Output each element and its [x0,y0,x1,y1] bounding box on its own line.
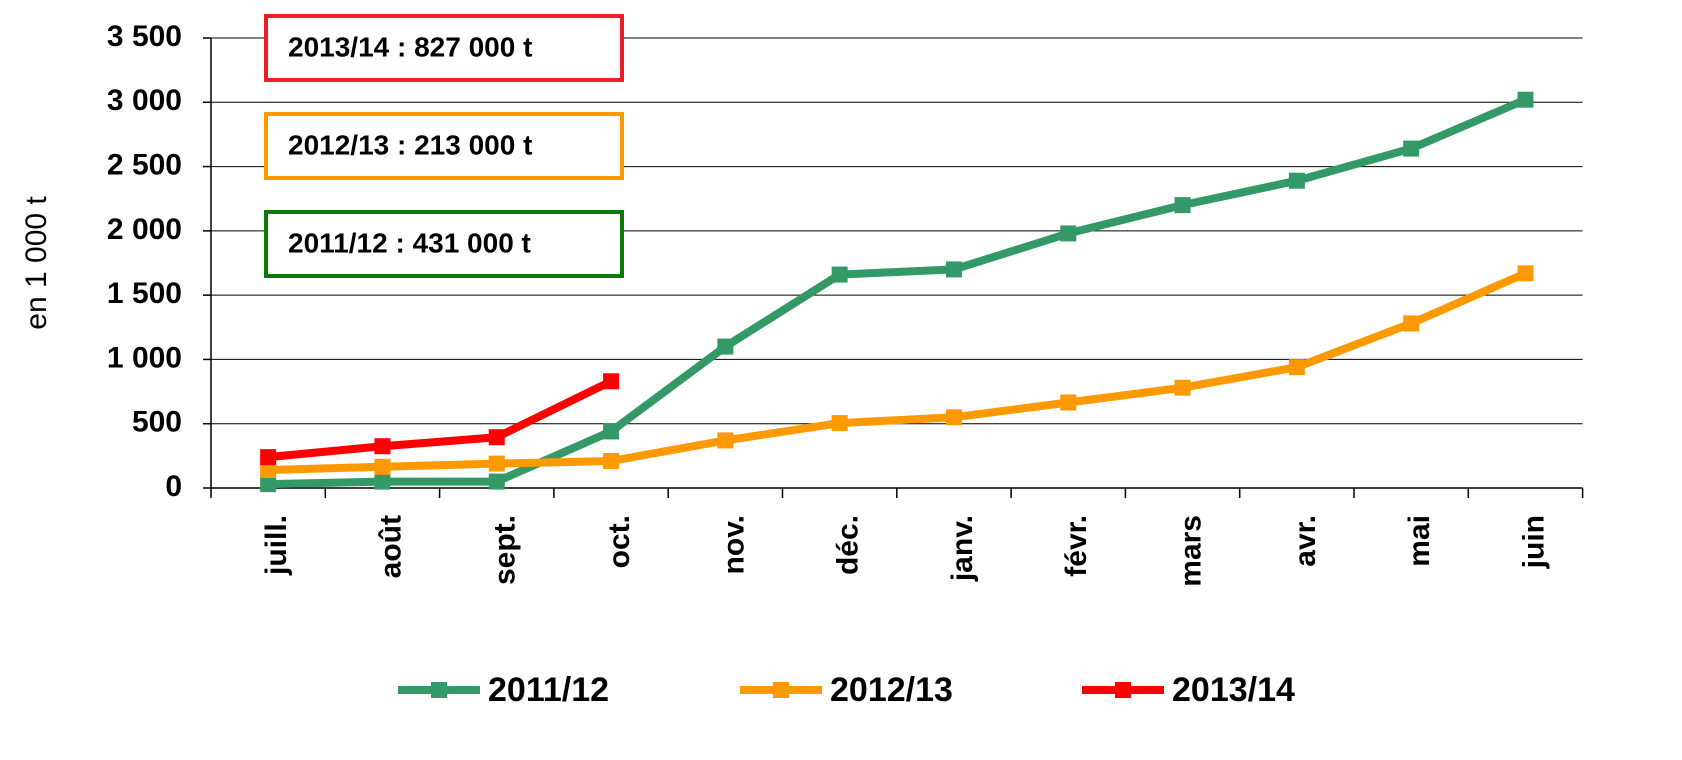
legend-label: 2012/13 [830,671,953,709]
series-line [268,269,1528,474]
y-tick-label: 3 500 [107,20,182,53]
legend-label: 2013/14 [1172,671,1295,709]
x-tick-label: mai [1403,515,1436,567]
x-tick-label: oct. [603,515,636,568]
annotation-box [264,210,624,278]
marker [1060,394,1077,411]
legend-label: 2011/12 [488,671,609,709]
x-tick-label: janv. [946,515,979,582]
marker [1060,225,1077,242]
legend-marker [1115,682,1131,698]
marker [260,449,277,466]
y-tick-label: 0 [165,470,182,503]
y-tick-label: 500 [132,406,182,439]
y-tick-label: 3 000 [107,84,182,117]
y-tick-label: 1 500 [107,277,182,310]
marker [831,415,848,432]
x-tick-label: mars [1174,515,1207,587]
marker [1288,359,1305,376]
marker [1517,91,1534,108]
legend-marker [431,682,447,698]
x-tick-label: avr. [1289,515,1322,567]
marker [945,261,962,278]
annotation-box [264,14,624,82]
marker [374,473,391,490]
marker [374,438,391,455]
marker [1517,265,1534,282]
series-line [267,377,613,462]
marker [1403,315,1420,332]
x-tick-label: nov. [717,515,750,574]
marker [717,432,734,449]
marker [1403,140,1420,157]
marker [260,462,277,478]
marker [945,409,962,426]
y-tick-label: 2 500 [107,148,182,181]
marker [603,423,620,440]
marker [717,338,734,355]
marker [260,476,277,493]
legend-marker [773,682,789,698]
marker [603,373,620,390]
marker [488,473,505,490]
y-tick-label: 2 000 [107,213,182,246]
marker [1174,197,1191,214]
x-tick-label: juill. [260,515,293,576]
marker [488,455,505,472]
marker [1288,172,1305,189]
x-tick-label: févr. [1060,515,1093,577]
x-tick-label: août [374,515,407,578]
y-tick-label: 1 000 [107,341,182,374]
x-tick-label: juin [1517,515,1550,569]
annotation-box [264,112,624,180]
marker [1174,379,1191,396]
marker [603,453,620,469]
annotation: 2012/13 : 213 000 t [288,129,532,160]
marker [831,266,848,283]
marker [488,429,505,446]
y-axis-label: en 1 000 t [20,196,53,330]
x-tick-label: sept. [489,515,522,585]
annotation: 2013/14 : 827 000 t [288,31,532,62]
marker [374,458,391,475]
annotation: 2011/12 : 431 000 t [288,227,531,258]
x-tick-label: déc. [832,515,865,575]
series-line [268,96,1528,489]
